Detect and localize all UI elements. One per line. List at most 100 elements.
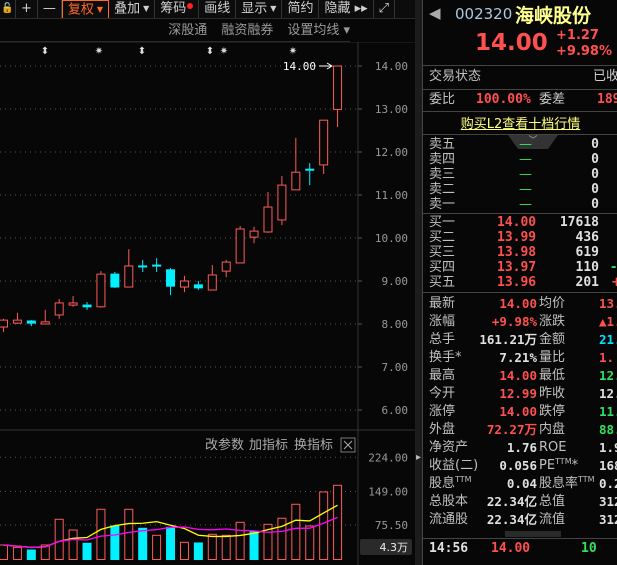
toolbar-label: 隐藏 ▸▸ (324, 1, 368, 16)
chart-subbar: 深股通 融资融券 设置均线 ▾ (0, 20, 350, 42)
volume-bar[interactable] (54, 518, 64, 560)
toolbar-button-6[interactable]: 画线 (199, 0, 237, 18)
stat-label: 最低 (539, 368, 566, 383)
event-marker-icon[interactable]: ⬍ (138, 46, 146, 57)
volume-bar[interactable] (291, 503, 301, 561)
volume-bar[interactable] (305, 525, 315, 560)
subbar-item[interactable]: 融资融券 (221, 23, 274, 38)
candle[interactable] (40, 309, 50, 325)
ask-row[interactable]: 卖五 — 0 (429, 137, 617, 152)
candle[interactable] (221, 259, 231, 278)
candle[interactable] (249, 226, 259, 244)
toolbar-button-8[interactable]: 简约 (282, 0, 320, 18)
volume-bar[interactable] (26, 549, 36, 561)
candle[interactable] (305, 163, 315, 186)
event-marker-icon[interactable]: ⬍ (206, 46, 214, 57)
buy-l2-link[interactable]: 购买L2查看十档行情 (460, 117, 581, 132)
bid-row[interactable]: 买二 13.99 436 (429, 230, 617, 245)
candle[interactable] (26, 320, 36, 327)
close-icon[interactable] (340, 437, 356, 453)
toolbar-button-7[interactable]: 显示 ▼ (236, 0, 283, 18)
scroll-up-handle[interactable] (505, 531, 561, 537)
subbar-item[interactable]: 设置均线 ▾ (287, 23, 350, 38)
indicator-button[interactable]: 加指标 (249, 438, 288, 453)
candle[interactable] (138, 259, 148, 272)
candle[interactable] (333, 65, 343, 128)
collapse-arrow-icon[interactable]: ▸ (416, 452, 422, 463)
volume-bar[interactable] (235, 521, 245, 560)
candle[interactable] (152, 258, 162, 272)
ask-price: — (519, 182, 532, 197)
subbar-item[interactable]: 深股通 (168, 23, 208, 38)
volume-bar[interactable] (12, 546, 22, 560)
stat-label: 换手* (429, 350, 462, 365)
ask-row[interactable]: 卖二 — 0 (429, 182, 617, 197)
candle[interactable] (124, 249, 134, 288)
candle[interactable] (291, 137, 301, 191)
candle[interactable] (179, 275, 189, 293)
volume-bar[interactable] (124, 508, 134, 560)
candle[interactable] (277, 176, 287, 226)
candle[interactable] (96, 271, 106, 308)
candle[interactable] (235, 225, 245, 264)
volume-bar[interactable] (333, 484, 343, 560)
toolbar-button-5[interactable]: 筹码 (155, 0, 200, 18)
indicator-button[interactable]: 改参数 (205, 437, 244, 453)
ask-row[interactable]: 卖四 — 0 (429, 152, 617, 167)
volume-bar[interactable] (82, 542, 92, 560)
ask-row[interactable]: 卖一 — 0 (429, 197, 617, 212)
toolbar-button-9[interactable]: 隐藏 ▸▸ (319, 0, 374, 18)
volume-bar[interactable] (221, 534, 231, 560)
volume-bar[interactable] (96, 508, 106, 560)
zoom-in-icon[interactable]: + (16, 0, 38, 18)
candle[interactable] (319, 119, 329, 174)
toolbar-button-4[interactable]: 叠加 ▼ (109, 0, 156, 18)
candle[interactable] (166, 268, 176, 296)
bid-row[interactable]: 买五 13.96 201 + (429, 275, 617, 290)
volume-bar[interactable] (110, 525, 120, 560)
ask-row[interactable]: 卖三 — 0 (429, 167, 617, 182)
volume-bar[interactable] (138, 527, 148, 561)
zoom-out-icon[interactable]: — (38, 0, 62, 18)
event-marker-icon[interactable]: ✷ (95, 46, 103, 57)
chart-toolbar: 🔓 + — 复权 ▼ 叠加 ▼ 筹码 画线 显示 ▼ 简约 隐藏 ▸▸ ⤢ (0, 0, 416, 19)
event-marker-icon[interactable]: ⬍ (41, 46, 49, 57)
candle[interactable] (0, 318, 8, 333)
event-marker-icon[interactable]: ✷ (220, 46, 228, 57)
candle[interactable] (54, 299, 64, 319)
volume-bar[interactable] (319, 491, 329, 561)
volume-bar[interactable] (68, 529, 78, 561)
candle[interactable] (193, 281, 203, 291)
candle[interactable] (263, 191, 273, 233)
volume-bar[interactable] (152, 534, 162, 560)
stat-label: PETTM* (539, 457, 579, 473)
volume-bar[interactable] (193, 542, 203, 560)
toolbar-button-3[interactable]: 复权 ▼ (61, 0, 110, 18)
volume-bar[interactable] (0, 544, 8, 560)
candle[interactable] (68, 296, 78, 307)
panel-splitter[interactable]: ▸ (415, 0, 422, 565)
bid-row[interactable]: 买三 13.98 619 (429, 245, 617, 260)
volume-bar[interactable] (207, 533, 217, 560)
bid-row[interactable]: 买一 14.00 17618 (429, 215, 617, 230)
candle[interactable] (12, 312, 22, 324)
back-arrow-icon[interactable]: ◀ (429, 4, 441, 22)
volume-bar[interactable] (40, 544, 50, 560)
candle[interactable] (207, 265, 217, 291)
volume-bar[interactable] (179, 541, 189, 560)
event-marker-icon[interactable]: ✷ (289, 46, 297, 57)
volume-bar[interactable] (277, 517, 287, 561)
kline-chart[interactable]: 14.00 13.00 12.00 11.00 10.00 9.00 8.00 7.00 6.0… (0, 42, 416, 565)
lock-icon[interactable]: 🔓 (0, 0, 16, 18)
indicator-button[interactable]: 换指标 (294, 438, 333, 453)
candle[interactable] (82, 302, 92, 310)
fullscreen-icon[interactable]: ⤢ (374, 0, 396, 18)
expand-chevron-icon[interactable]: ﹀ (508, 135, 558, 149)
candle[interactable] (110, 271, 120, 288)
volume-bar[interactable] (263, 523, 273, 560)
volume-bar[interactable] (249, 531, 259, 561)
bid-row[interactable]: 买四 13.97 110 -1 (429, 260, 617, 275)
volume-bar[interactable] (166, 526, 176, 561)
candle-body (179, 280, 189, 288)
